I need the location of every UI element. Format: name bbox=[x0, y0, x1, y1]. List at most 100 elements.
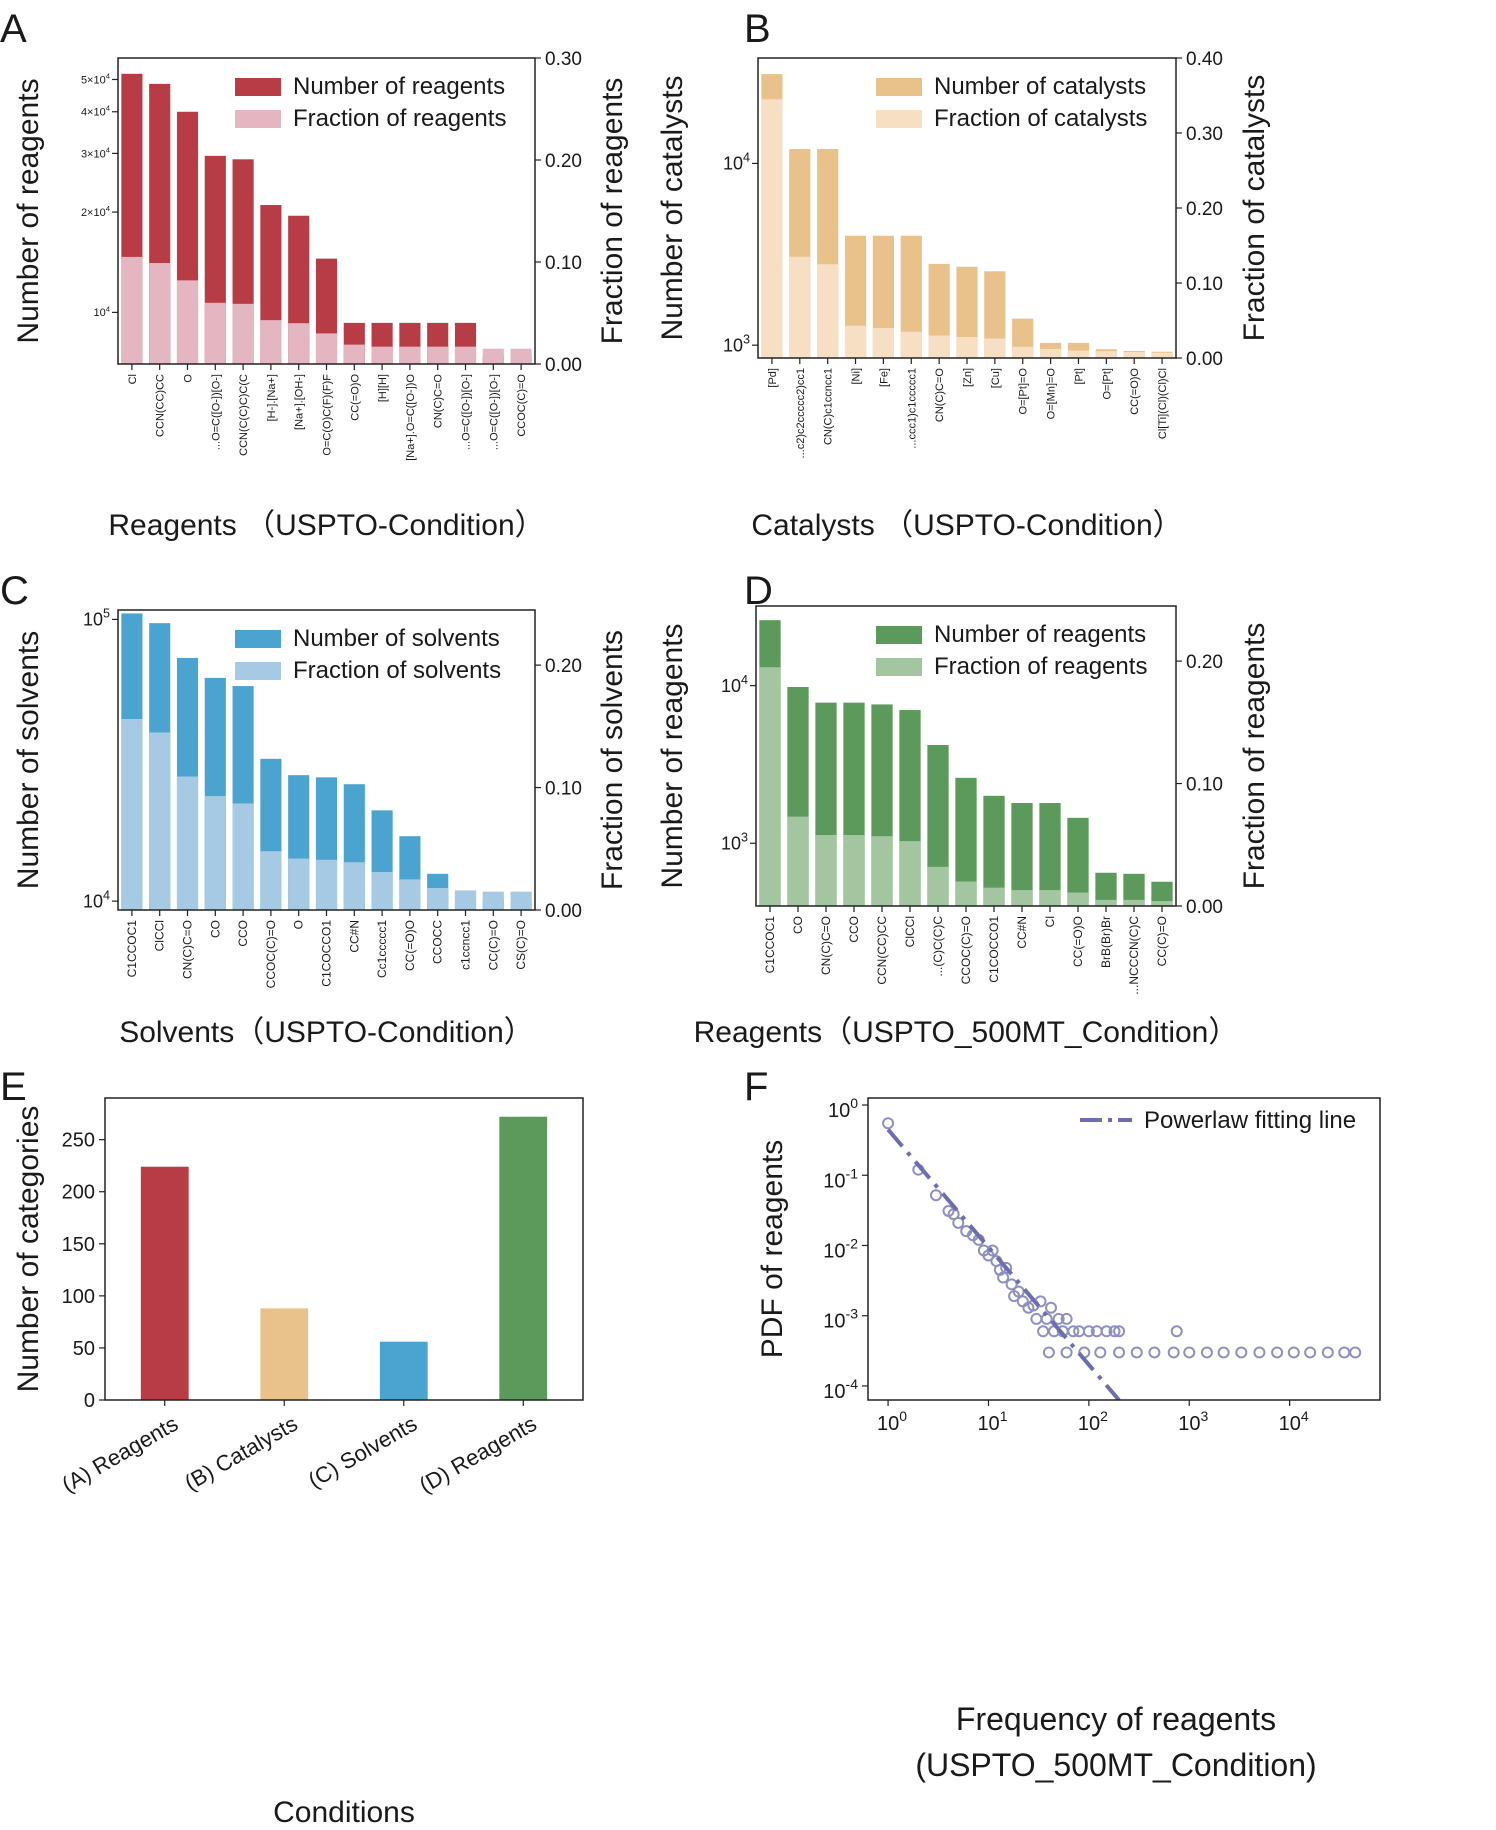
y2-tick-label: 0.10 bbox=[545, 253, 582, 274]
y-tick-label: 100 bbox=[828, 1095, 858, 1122]
x-tick-label: CCOCC bbox=[431, 920, 445, 964]
bar-fraction bbox=[482, 891, 504, 910]
panel-letter-e: E bbox=[0, 1065, 27, 1109]
data-point bbox=[1052, 1312, 1065, 1325]
legend-label-count: Number of reagents bbox=[293, 73, 505, 100]
y-tick-label: 105 bbox=[83, 607, 110, 630]
data-point bbox=[1082, 1325, 1095, 1338]
bar-count bbox=[1095, 872, 1117, 906]
x-tick-label: O=[Pt] bbox=[1101, 368, 1113, 400]
bar-fraction bbox=[789, 256, 811, 358]
powerlaw-fit-line bbox=[886, 1128, 1121, 1400]
bar-fraction bbox=[176, 776, 199, 910]
legend-swatch-fraction bbox=[235, 662, 281, 680]
bar-fraction bbox=[1151, 901, 1173, 906]
x-tick-label: CC#N bbox=[347, 920, 361, 953]
bar-fraction bbox=[149, 732, 171, 910]
bar-count bbox=[955, 777, 977, 906]
y-tick-label: 104 bbox=[83, 888, 110, 911]
bar-fraction bbox=[343, 344, 365, 364]
y-tick-label: 10-4 bbox=[823, 1376, 858, 1403]
x-tick-label: CN(C)c1ccncc1 bbox=[823, 368, 835, 445]
x-tick-label: 104 bbox=[1279, 1408, 1309, 1435]
x-tick-label: CCN(CC)CC bbox=[875, 916, 889, 985]
y-tick-label: 250 bbox=[62, 1130, 95, 1152]
y2-tick-label: 0.00 bbox=[1186, 897, 1223, 918]
legend-swatch-fraction bbox=[876, 110, 922, 128]
y2-tick-label: 0.10 bbox=[1186, 274, 1223, 295]
legend-label-fit: Powerlaw fitting line bbox=[1144, 1107, 1356, 1134]
bar-fraction bbox=[454, 346, 477, 364]
panel-letter-b: B bbox=[744, 7, 771, 51]
x-tick-label: CCOC(C)=O bbox=[959, 916, 973, 984]
x-tick-label: c1ccncc1 bbox=[459, 920, 473, 970]
data-point bbox=[1016, 1295, 1029, 1308]
bar-fraction bbox=[983, 887, 1005, 906]
x-tick-label: CC(=O)O bbox=[403, 920, 417, 971]
bar-fraction bbox=[1123, 352, 1145, 358]
y-tick-label: 4×104 bbox=[81, 104, 111, 119]
data-point bbox=[1060, 1346, 1073, 1359]
data-point bbox=[1304, 1346, 1317, 1359]
x-tick-label: C1CCOC1 bbox=[763, 916, 777, 974]
data-point bbox=[1067, 1325, 1080, 1338]
x-tick-label: CC(=O)O bbox=[349, 374, 361, 421]
bar-fraction bbox=[1040, 349, 1062, 358]
bar-fraction bbox=[399, 346, 421, 364]
data-point bbox=[1338, 1346, 1351, 1359]
bar-fraction bbox=[1067, 892, 1089, 906]
bar-fraction bbox=[482, 348, 504, 364]
data-point bbox=[1042, 1346, 1055, 1359]
bar-fraction bbox=[956, 337, 978, 358]
bar-count bbox=[1039, 803, 1061, 906]
bar-categories bbox=[379, 1341, 428, 1400]
bar-fraction bbox=[1095, 351, 1117, 358]
x-tick-label: C1COCCO1 bbox=[320, 920, 334, 987]
y2-tick-label: 0.20 bbox=[545, 656, 582, 677]
data-point bbox=[1170, 1325, 1183, 1338]
bar-fraction bbox=[761, 99, 783, 358]
x-tick-label: (C) Solvents bbox=[304, 1411, 421, 1493]
x-axis-label-line2: (USPTO_500MT_Condition) bbox=[915, 1747, 1316, 1783]
panel-letter-c: C bbox=[0, 569, 29, 613]
data-point bbox=[1012, 1285, 1025, 1298]
x-tick-label: 103 bbox=[1178, 1408, 1208, 1435]
plot-frame bbox=[117, 57, 536, 365]
legend-swatch-count bbox=[876, 626, 922, 644]
bar-fraction bbox=[1012, 346, 1034, 358]
bar-count bbox=[984, 271, 1006, 358]
x-tick-label: CCN(CC)CC bbox=[155, 374, 167, 437]
x-tick-label: O=[Mn]=O bbox=[1046, 368, 1058, 420]
x-tick-label: CN(C)C=O bbox=[433, 374, 445, 429]
data-point bbox=[952, 1216, 965, 1229]
plot-frame bbox=[117, 609, 536, 911]
x-tick-label: CN(C)C=O bbox=[934, 368, 946, 423]
x-tick-label: CS(C)=O bbox=[514, 920, 528, 970]
plot-frame bbox=[867, 1097, 1381, 1401]
x-tick-label: CCO bbox=[236, 920, 250, 947]
x-tick-label: ...O=C([O-])[O-] bbox=[461, 374, 473, 450]
bar-fraction bbox=[843, 834, 865, 906]
legend-label-fraction: Fraction of solvents bbox=[293, 657, 501, 684]
bar-fraction bbox=[315, 859, 338, 910]
x-tick-label: [Zn] bbox=[962, 368, 974, 387]
y-tick-label: 10-2 bbox=[823, 1235, 858, 1262]
bar-count bbox=[872, 235, 894, 358]
legend-label-fraction: Fraction of reagents bbox=[934, 653, 1147, 680]
y2-axis-label: Fraction of solvents bbox=[596, 630, 629, 890]
x-tick-label: Cl[Ti](Cl)(Cl)Cl bbox=[1157, 368, 1169, 439]
y-tick-label: 2×104 bbox=[81, 204, 111, 219]
bar-count bbox=[1123, 873, 1145, 906]
bar-fraction bbox=[204, 796, 226, 910]
data-point bbox=[1287, 1346, 1300, 1359]
x-tick-label: 101 bbox=[977, 1408, 1007, 1435]
y-tick-label: 50 bbox=[73, 1338, 95, 1360]
y-axis-label: Number of reagents bbox=[12, 78, 45, 343]
bar-fraction bbox=[315, 333, 338, 364]
bar-fraction bbox=[260, 851, 282, 910]
plot-frame bbox=[104, 1097, 584, 1401]
data-point bbox=[993, 1263, 1006, 1276]
x-axis-label: Catalysts （USPTO-Condition） bbox=[751, 509, 1182, 542]
legend-label-count: Number of solvents bbox=[293, 625, 500, 652]
